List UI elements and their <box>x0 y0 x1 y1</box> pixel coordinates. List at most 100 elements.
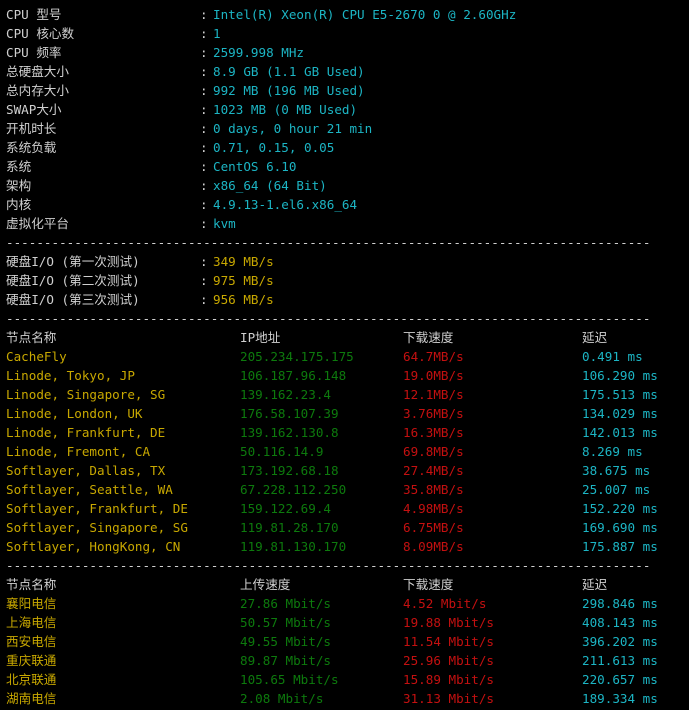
table-row: 襄阳电信 27.86 Mbit/s 4.52 Mbit/s 298.846 ms <box>6 594 689 613</box>
column-header: 上传速度 <box>240 577 291 592</box>
table-row: Linode, Tokyo, JP 106.187.96.148 19.0MB/s 1… <box>6 366 689 385</box>
column-header: IP地址 <box>240 330 281 345</box>
download-speed: 27.4MB/s <box>403 463 464 478</box>
intl-header: 节点名称 IP地址 下载速度 延迟 <box>6 328 689 347</box>
sysinfo-value: 1 <box>213 26 221 41</box>
upload-speed: 2.08 Mbit/s <box>240 691 324 706</box>
colon: : <box>200 254 208 269</box>
ip-address: 176.58.107.39 <box>240 406 339 421</box>
node-name: Softlayer, Singapore, SG <box>6 520 188 535</box>
column-header: 延迟 <box>582 330 608 345</box>
colon: : <box>200 140 208 155</box>
node-name: Linode, Fremont, CA <box>6 444 151 459</box>
table-row: Linode, Fremont, CA 50.116.14.9 69.8MB/s 8.… <box>6 442 689 461</box>
sysinfo-label: CPU 频率 <box>6 45 62 60</box>
download-speed: 8.09MB/s <box>403 539 464 554</box>
table-row: Softlayer, HongKong, CN 119.81.130.170 8.0… <box>6 537 689 556</box>
node-name: 襄阳电信 <box>6 596 57 611</box>
sysinfo-label: 内核 <box>6 197 32 212</box>
colon: : <box>200 178 208 193</box>
colon: : <box>200 64 208 79</box>
sysinfo-row: CPU 核心数:1 <box>6 24 689 43</box>
table-row: Linode, Frankfurt, DE 139.162.130.8 16.3MB… <box>6 423 689 442</box>
upload-speed: 105.65 Mbit/s <box>240 672 339 687</box>
table-row: 西安电信 49.55 Mbit/s 11.54 Mbit/s 396.202 ms <box>6 632 689 651</box>
node-name: 重庆联通 <box>6 653 57 668</box>
sysinfo-row: 系统负载:0.71, 0.15, 0.05 <box>6 138 689 157</box>
sysinfo-row: 开机时长:0 days, 0 hour 21 min <box>6 119 689 138</box>
disk-io-value: 975 MB/s <box>213 273 274 288</box>
colon: : <box>200 197 208 212</box>
node-name: CacheFly <box>6 349 67 364</box>
sysinfo-label: CPU 核心数 <box>6 26 75 41</box>
latency: 142.013 ms <box>582 425 658 440</box>
download-speed: 4.98MB/s <box>403 501 464 516</box>
table-row: 重庆联通 89.87 Mbit/s 25.96 Mbit/s 211.613 ms <box>6 651 689 670</box>
table-row: 北京联通 105.65 Mbit/s 15.89 Mbit/s 220.657 ms <box>6 670 689 689</box>
sysinfo-value: 8.9 GB (1.1 GB Used) <box>213 64 365 79</box>
colon: : <box>200 273 208 288</box>
download-speed: 4.52 Mbit/s <box>403 596 487 611</box>
colon: : <box>200 7 208 22</box>
download-speed: 3.76MB/s <box>403 406 464 421</box>
sysinfo-label: CPU 型号 <box>6 7 62 22</box>
latency: 152.220 ms <box>582 501 658 516</box>
separator: ----------------------------------------… <box>6 556 689 575</box>
disk-io-row: 硬盘I/O (第二次测试):975 MB/s <box>6 271 689 290</box>
separator: ----------------------------------------… <box>6 233 689 252</box>
column-header: 下载速度 <box>403 577 454 592</box>
download-speed: 69.8MB/s <box>403 444 464 459</box>
latency: 298.846 ms <box>582 596 658 611</box>
upload-speed: 50.57 Mbit/s <box>240 615 331 630</box>
colon: : <box>200 159 208 174</box>
ip-address: 139.162.23.4 <box>240 387 331 402</box>
latency: 175.887 ms <box>582 539 658 554</box>
column-header: 节点名称 <box>6 330 57 345</box>
sysinfo-label: SWAP大小 <box>6 102 62 117</box>
latency: 25.007 ms <box>582 482 651 497</box>
node-name: Softlayer, Seattle, WA <box>6 482 173 497</box>
colon: : <box>200 216 208 231</box>
node-name: 上海电信 <box>6 615 57 630</box>
sysinfo-value: CentOS 6.10 <box>213 159 297 174</box>
sysinfo-value: 1023 MB (0 MB Used) <box>213 102 358 117</box>
sysinfo-row: 总硬盘大小:8.9 GB (1.1 GB Used) <box>6 62 689 81</box>
upload-speed: 89.87 Mbit/s <box>240 653 331 668</box>
disk-io-label: 硬盘I/O (第二次测试) <box>6 273 140 288</box>
table-row: 上海电信 50.57 Mbit/s 19.88 Mbit/s 408.143 ms <box>6 613 689 632</box>
disk-io-value: 349 MB/s <box>213 254 274 269</box>
disk-io-row: 硬盘I/O (第三次测试):956 MB/s <box>6 290 689 309</box>
table-row: Softlayer, Dallas, TX 173.192.68.18 27.4MB… <box>6 461 689 480</box>
ip-address: 119.81.130.170 <box>240 539 347 554</box>
node-name: Linode, Singapore, SG <box>6 387 166 402</box>
table-row: Softlayer, Frankfurt, DE 159.122.69.4 4.98… <box>6 499 689 518</box>
node-name: 西安电信 <box>6 634 57 649</box>
separator: ----------------------------------------… <box>6 309 689 328</box>
sysinfo-row: 系统: CentOS 6.10 <box>6 157 689 176</box>
sysinfo-label: 虚拟化平台 <box>6 216 69 231</box>
node-name: 北京联通 <box>6 672 57 687</box>
sysinfo-row: 内核:4.9.13-1.el6.x86_64 <box>6 195 689 214</box>
table-row: CacheFly 205.234.175.175 64.7MB/s 0.491 ms <box>6 347 689 366</box>
sysinfo-value: kvm <box>213 216 236 231</box>
ip-address: 67.228.112.250 <box>240 482 347 497</box>
disk-io-label: 硬盘I/O (第三次测试) <box>6 292 140 307</box>
node-name: Softlayer, Frankfurt, DE <box>6 501 188 516</box>
ip-address: 50.116.14.9 <box>240 444 324 459</box>
node-name: Softlayer, Dallas, TX <box>6 463 166 478</box>
latency: 38.675 ms <box>582 463 651 478</box>
sysinfo-label: 开机时长 <box>6 121 57 136</box>
separator-line: ----------------------------------------… <box>6 235 651 250</box>
ip-address: 173.192.68.18 <box>240 463 339 478</box>
latency: 189.334 ms <box>582 691 658 706</box>
ip-address: 205.234.175.175 <box>240 349 354 364</box>
sysinfo-label: 总硬盘大小 <box>6 64 69 79</box>
table-row: 湖南电信 2.08 Mbit/s 31.13 Mbit/s 189.334 ms <box>6 689 689 708</box>
download-speed: 19.0MB/s <box>403 368 464 383</box>
colon: : <box>200 121 208 136</box>
latency: 220.657 ms <box>582 672 658 687</box>
download-speed: 12.1MB/s <box>403 387 464 402</box>
table-row: Softlayer, Seattle, WA 67.228.112.250 35.8… <box>6 480 689 499</box>
colon: : <box>200 26 208 41</box>
column-header: 延迟 <box>582 577 608 592</box>
